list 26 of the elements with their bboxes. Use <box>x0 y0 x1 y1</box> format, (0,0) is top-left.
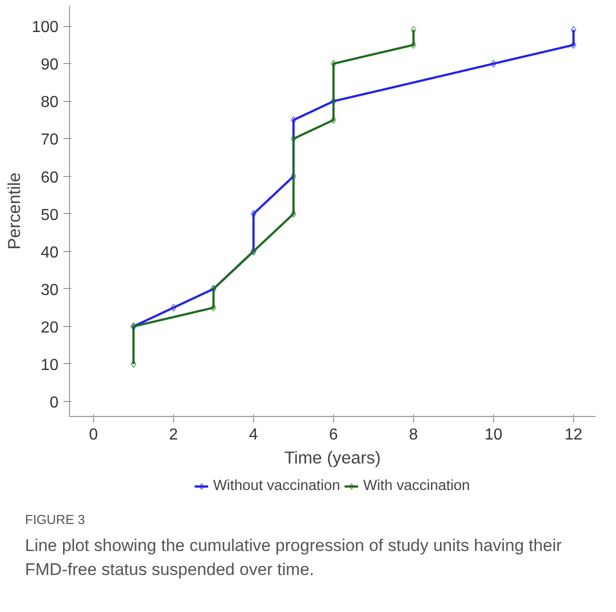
y-tick-label: 20 <box>40 319 59 336</box>
y-tick-label: 100 <box>32 19 59 36</box>
caption: FIGURE 3 <box>25 511 86 529</box>
y-tick-label: 40 <box>40 244 59 262</box>
x-tick-label: 12 <box>564 426 582 444</box>
x-tick-label: 0 <box>89 426 98 444</box>
x-tick-label: 4 <box>249 426 258 444</box>
point <box>290 116 296 124</box>
text: Line plot showing the cumulative progression of study units having their FMD-free status suspended over time. <box>25 534 563 581</box>
legend-label: Without vaccination <box>213 478 340 494</box>
y-tick-label: 90 <box>40 56 59 74</box>
legend-label: With vaccination <box>363 478 470 494</box>
x-tick-label: 10 <box>484 426 502 444</box>
y-tick-label: 70 <box>40 132 59 149</box>
y-axis-title: Percentile <box>4 172 24 250</box>
x-tick-label: 2 <box>169 426 178 444</box>
x-tick-label: 6 <box>329 426 338 444</box>
y-tick-label: 30 <box>40 282 59 299</box>
y-tick-label: 50 <box>40 206 59 224</box>
y-tick-label: 80 <box>40 94 59 112</box>
y-tick-label: 60 <box>40 169 59 186</box>
y-tick-label: 10 <box>40 356 59 374</box>
x-tick-label: 8 <box>409 426 418 444</box>
point <box>250 210 256 218</box>
y-tick-label: 0 <box>50 394 59 412</box>
x-axis-title: Time (years) <box>284 448 381 468</box>
